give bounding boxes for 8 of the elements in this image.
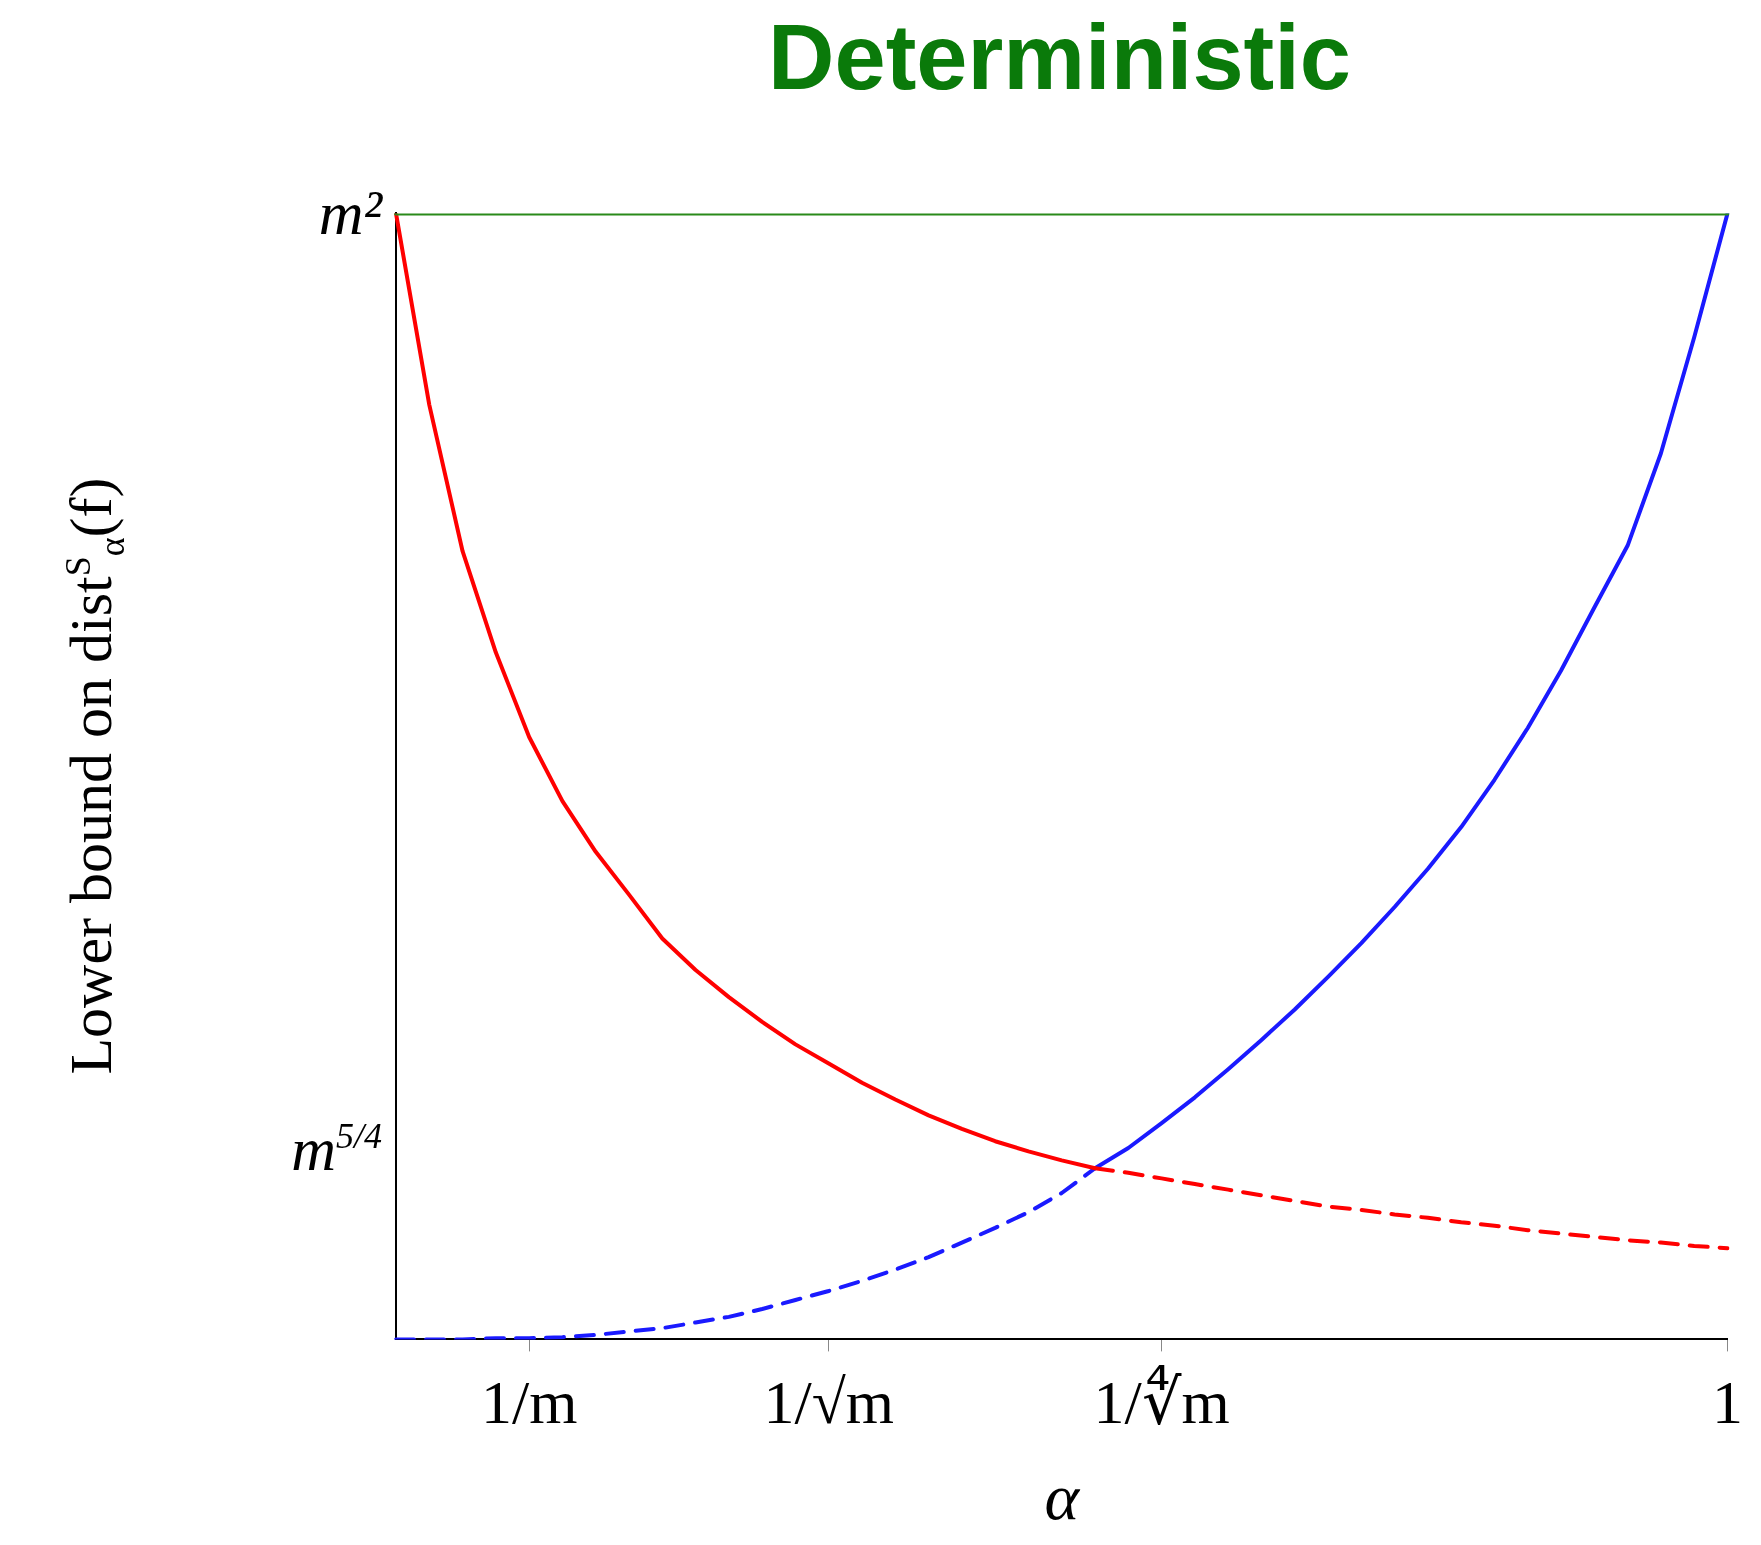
- text: m$^{5/4}$: [291, 1113, 382, 1185]
- x-tick-label: 1/∜m: [1093, 1364, 1230, 1436]
- x-tick-label: 1: [1712, 1367, 1743, 1436]
- chart-title: Deterministic: [768, 5, 1351, 108]
- text: m²: [318, 177, 382, 249]
- x-tick-label: 1/√m: [763, 1367, 894, 1436]
- x-tick-label: 1/m: [480, 1367, 578, 1436]
- x-axis-title: α: [1044, 1459, 1081, 1533]
